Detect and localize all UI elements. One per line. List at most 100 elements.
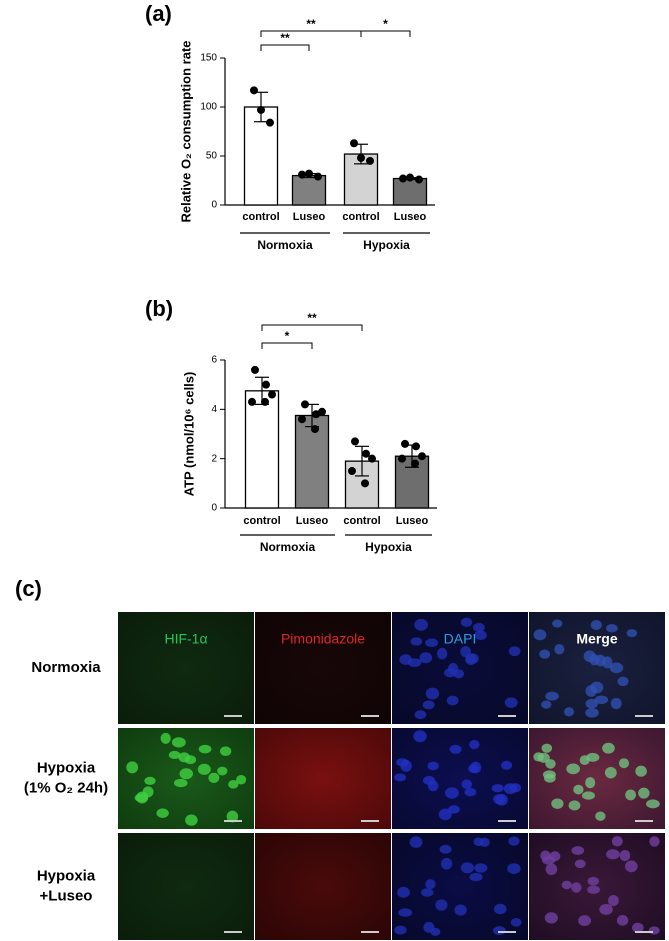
data-point [250,86,258,95]
row-label: Hypoxia [37,867,96,884]
nucleus [492,926,506,936]
nucleus [646,799,660,809]
micrograph [255,612,391,724]
data-point [266,118,274,127]
data-point [348,467,356,475]
data-point [398,454,406,463]
nucleus [474,630,487,641]
significance-bracket [261,324,363,331]
data-point [412,442,420,451]
nucleus [446,695,459,706]
x-tick-label: Luseo [296,515,329,527]
nucleus [590,681,604,694]
data-point [361,479,369,488]
bar [244,390,280,509]
nucleus [595,811,606,821]
nucleus [608,895,619,907]
nucleus [126,761,139,774]
data-point [415,175,423,184]
micrograph [118,833,254,940]
nucleus [539,649,551,659]
nucleus [583,650,596,663]
nucleus [439,844,452,854]
nucleus [399,654,413,665]
nucleus [585,708,599,718]
x-tick-label: Luseo [394,211,427,223]
nucleus [228,779,239,789]
nucleus [219,746,232,756]
nucleus [414,710,427,720]
nucleus [610,697,622,710]
micrograph [255,728,391,829]
y-tick-label: 6 [211,355,217,366]
nucleus [504,697,518,708]
data-point [418,452,426,461]
nucleus [236,774,247,785]
nucleus [425,638,439,647]
data-point [311,425,319,434]
x-tick-label: control [242,211,279,223]
nucleus [571,846,585,855]
nucleus [552,619,563,628]
nucleus [217,766,228,776]
nucleus [508,836,520,846]
nucleus [464,787,477,797]
group-label: Hypoxia [365,540,412,554]
nucleus [437,647,448,660]
nucleus [470,761,482,774]
data-point [257,105,265,114]
nucleus [472,622,485,632]
bar [291,174,327,206]
nucleus [632,922,644,933]
nucleus [479,837,490,847]
x-tick-label: Luseo [293,211,326,223]
nucleus [144,776,156,785]
nucleus [619,849,631,862]
nucleus [398,908,413,917]
nucleus [198,744,212,754]
nucleus [537,752,550,763]
nucleus [542,770,556,779]
column-header: DAPI [444,631,477,647]
nucleus [581,791,595,800]
nucleus [156,808,169,818]
nucleus [590,620,602,630]
micrograph [392,728,528,829]
nucleus [179,768,194,780]
nucleus [493,903,507,915]
nucleus [568,800,581,811]
nucleus [544,912,558,924]
nucleus [545,691,559,701]
nucleus [449,744,462,754]
nucleus [545,863,558,876]
nucleus [611,836,623,847]
nucleus [430,927,441,936]
significance-label: * [285,329,290,343]
nucleus [604,766,617,779]
x-tick-label: control [243,515,280,527]
significance-bracket [261,342,313,349]
nucleus [573,784,584,795]
nucleus [425,879,436,890]
micrograph [255,833,391,940]
data-point [262,380,270,389]
nucleus [510,917,522,927]
nucleus [579,755,590,766]
micrograph [118,612,254,724]
y-tick-label: 100 [200,102,217,113]
nucleus [508,646,521,657]
nucleus [609,662,624,674]
nucleus [624,860,638,873]
y-tick-label: 4 [211,404,217,415]
column-header: Merge [576,631,617,647]
x-tick-label: control [342,211,379,223]
nucleus [594,695,609,705]
nucleus [587,885,600,894]
nucleus [419,652,433,664]
nucleus [197,763,211,775]
data-point [318,407,326,416]
nucleus [469,872,483,882]
data-point [401,439,409,448]
nucleus [649,836,660,847]
micrograph [392,833,528,940]
